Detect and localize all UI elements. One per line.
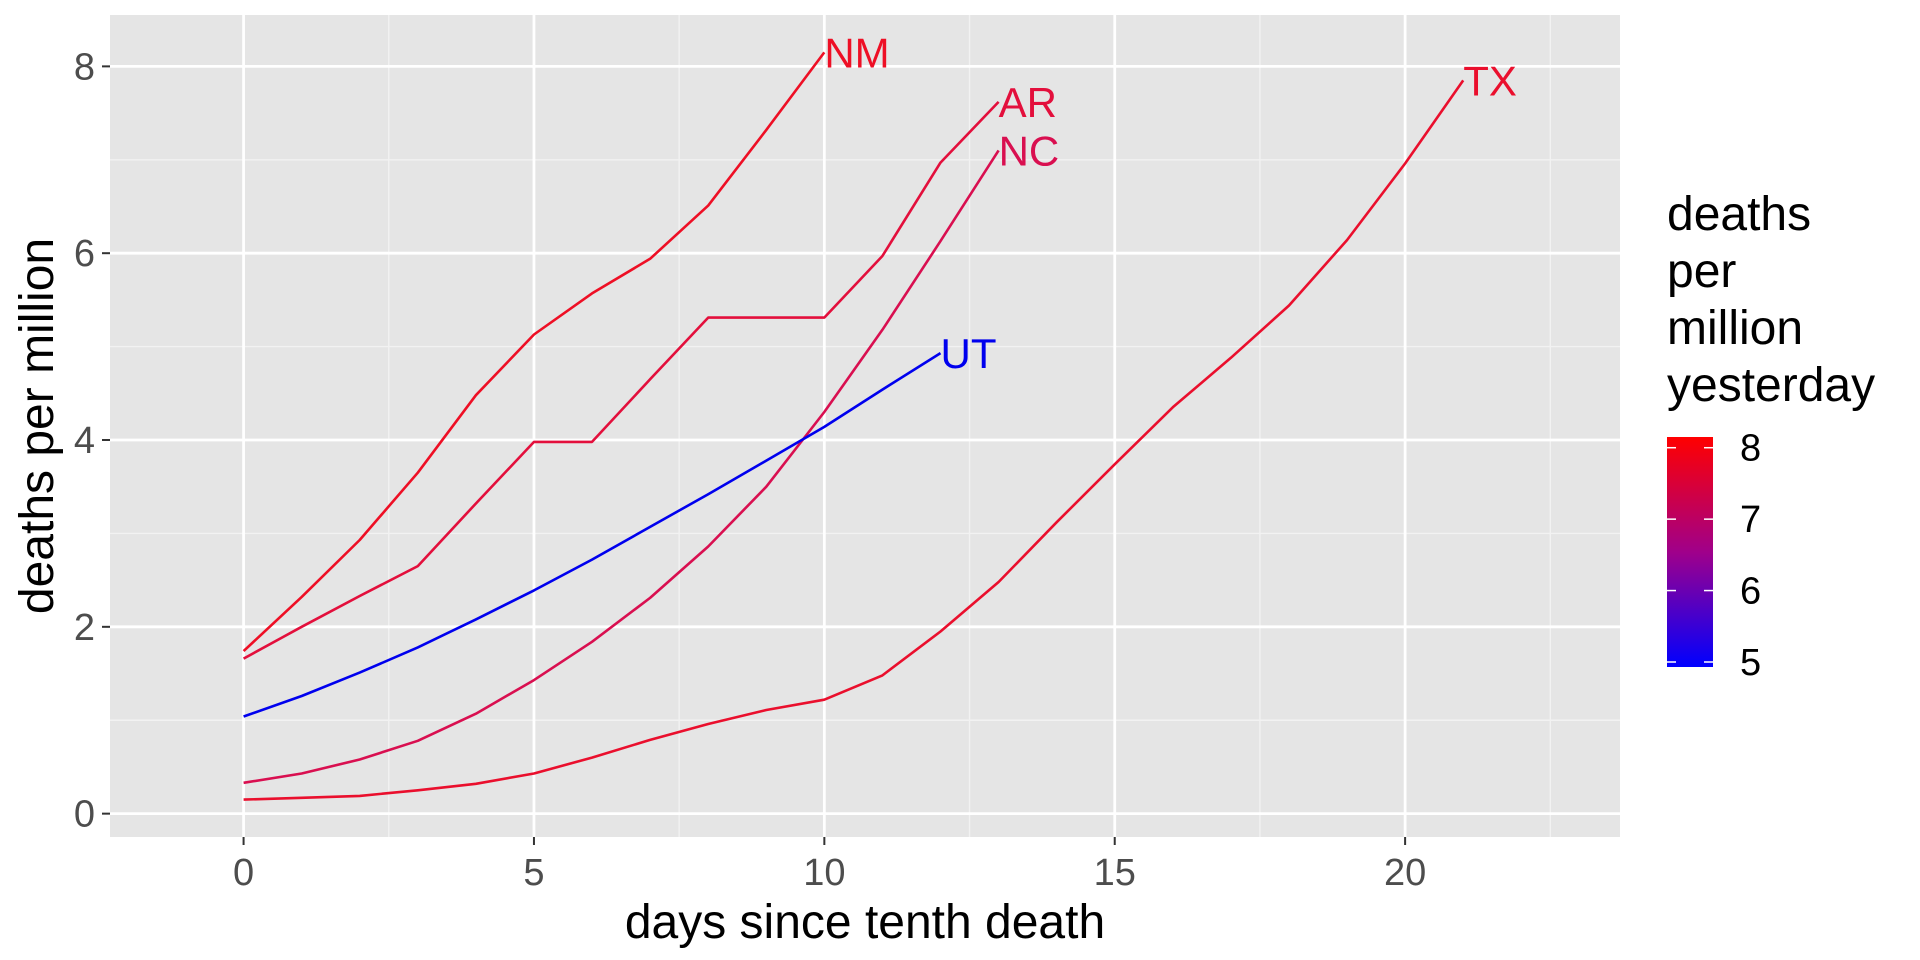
x-tick-label: 5 xyxy=(523,852,544,894)
legend-tick-label: 5 xyxy=(1740,642,1761,684)
legend-title-line: per xyxy=(1667,245,1736,298)
series-line-ar xyxy=(242,101,1000,660)
x-tick-label: 0 xyxy=(233,852,254,894)
legend-title-line: million xyxy=(1667,302,1803,355)
plot-panel xyxy=(110,15,1620,837)
legend-tick-label: 6 xyxy=(1740,571,1761,613)
legend-ticks: 8 7 6 5 xyxy=(1667,428,1761,684)
grid-minor xyxy=(110,15,1620,837)
series-label-nm: NM xyxy=(824,29,889,76)
series-label-ut: UT xyxy=(941,330,997,377)
legend-tick-label: 7 xyxy=(1740,499,1761,541)
y-axis: 0 2 4 6 8 xyxy=(74,46,110,836)
legend-title-line: yesterday xyxy=(1667,359,1875,412)
y-tick-label: 4 xyxy=(74,420,95,462)
x-axis-title: days since tenth death xyxy=(625,896,1105,949)
grid-major xyxy=(110,15,1620,837)
x-tick-label: 15 xyxy=(1094,852,1136,894)
legend-tick-label: 8 xyxy=(1740,428,1761,470)
series-line-tx xyxy=(243,79,1465,801)
legend-title-line: deaths xyxy=(1667,188,1811,241)
x-tick-label: 20 xyxy=(1384,852,1426,894)
series-line-nm xyxy=(242,51,826,653)
x-tick-label: 10 xyxy=(803,852,845,894)
series-lines xyxy=(242,51,1465,801)
x-axis: 0 5 10 15 20 xyxy=(233,837,1426,894)
y-tick-label: 0 xyxy=(74,794,95,836)
y-tick-label: 6 xyxy=(74,233,95,275)
y-tick-label: 2 xyxy=(74,607,95,649)
series-line-ut xyxy=(243,351,942,718)
series-line-nc xyxy=(243,149,1000,785)
y-tick-label: 8 xyxy=(74,46,95,88)
legend-colorbar xyxy=(1667,437,1713,667)
series-label-nc: NC xyxy=(999,127,1060,174)
y-axis-title: deaths per million xyxy=(11,238,64,614)
series-label-tx: TX xyxy=(1463,57,1517,104)
series-label-ar: AR xyxy=(999,79,1057,126)
